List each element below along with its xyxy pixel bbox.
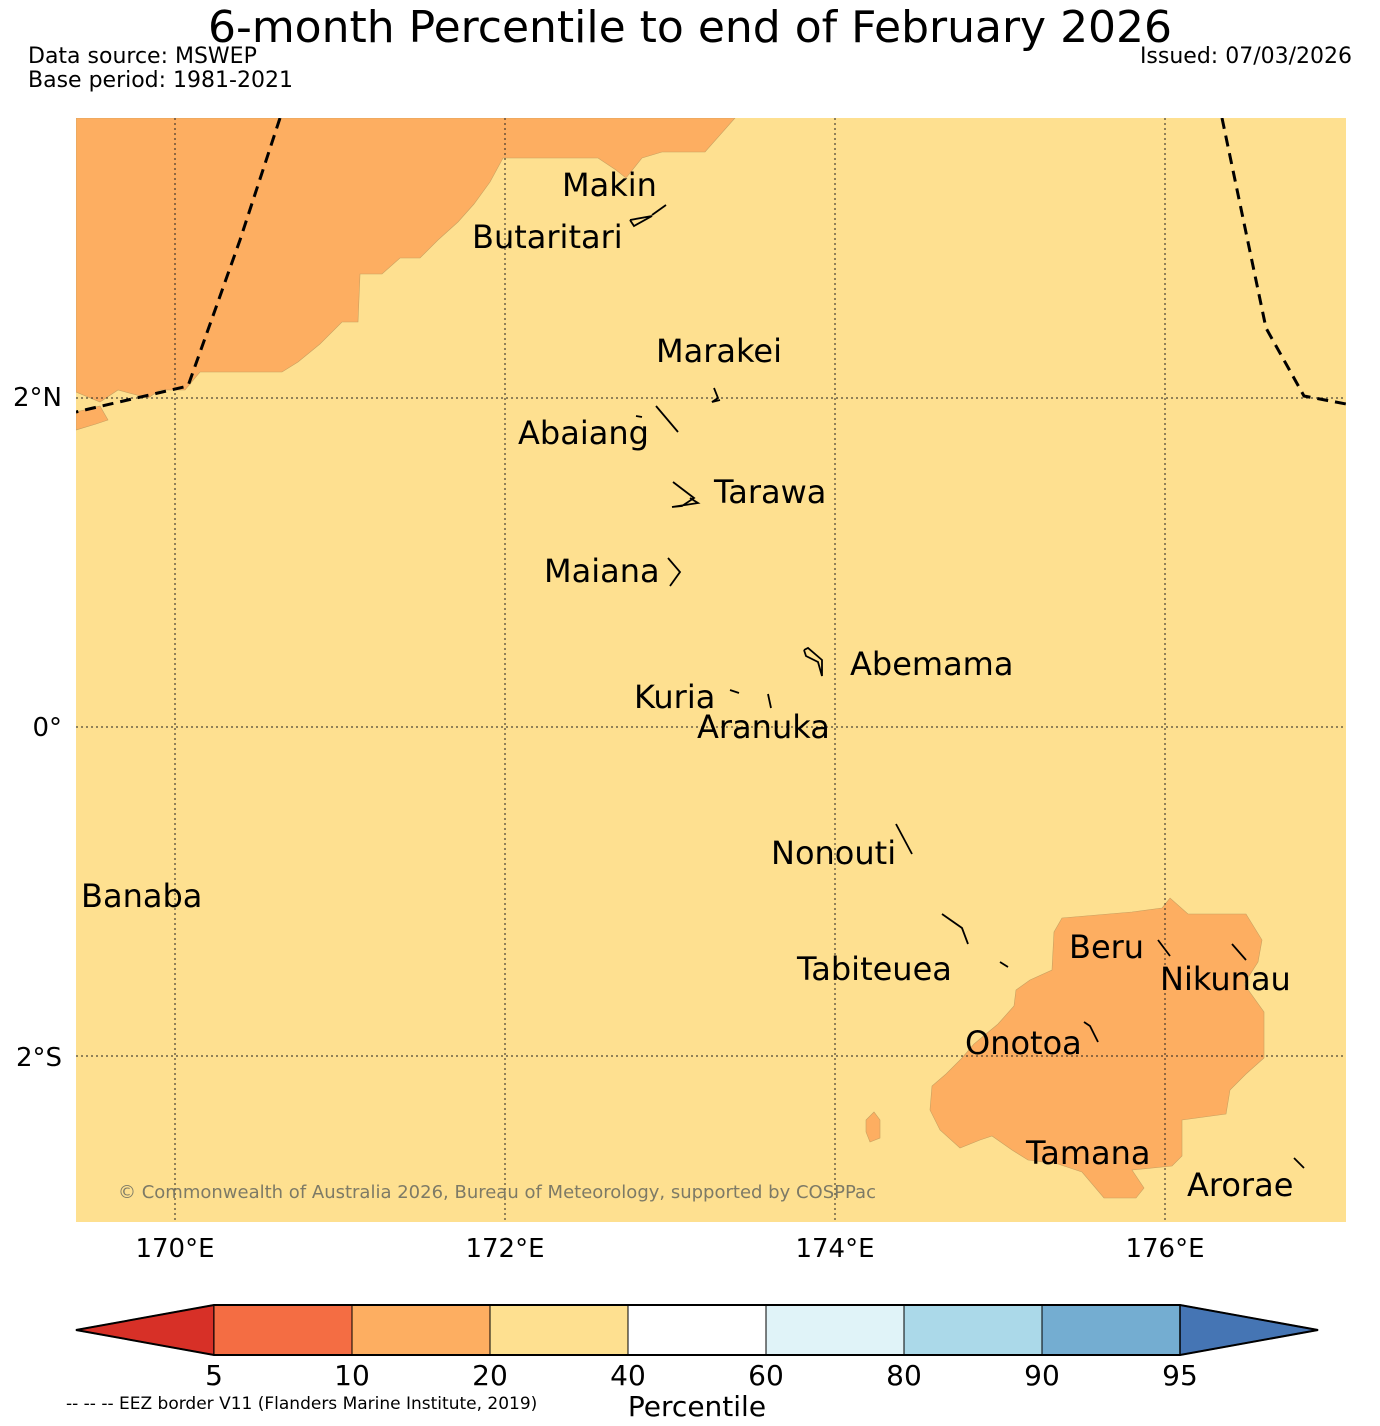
data-source-label: Data source: MSWEP	[28, 44, 257, 69]
colorbar-below-5	[75, 1304, 215, 1356]
colorbar-tick: 5	[205, 1359, 223, 1392]
abaiang-outline	[655, 405, 679, 433]
abemama-outline	[803, 646, 823, 677]
island-outlines	[629, 204, 1305, 1169]
butaritari-outline	[629, 215, 653, 228]
lon-label-172e: 172°E	[465, 1234, 544, 1264]
map-title: 6-month Percentile to end of February 20…	[207, 2, 1173, 53]
arorae-outline	[1293, 1157, 1305, 1169]
beru-outline	[1157, 939, 1171, 957]
graticule	[76, 118, 1346, 1222]
colorbar-40-60	[627, 1304, 767, 1356]
colorbar-60-80	[765, 1304, 905, 1356]
colorbar-10-20	[351, 1304, 491, 1356]
island-label: Makin	[562, 166, 657, 204]
island-label: Abemama	[850, 645, 1013, 683]
percentile-region-10-20-west-edge	[76, 405, 109, 431]
onotoa-outline	[1083, 1021, 1099, 1043]
island-label: Tarawa	[713, 473, 826, 511]
colorbar-tick: 60	[748, 1359, 784, 1392]
percentile-region-10-20-northwest	[76, 118, 736, 403]
makin-outline	[651, 204, 667, 216]
colorbar-tick: 95	[1162, 1359, 1198, 1392]
colorbar-tick: 10	[334, 1359, 370, 1392]
colorbar-20-40	[489, 1304, 629, 1356]
island-label: Aranuka	[697, 708, 830, 746]
island-label: Onotoa	[965, 1024, 1082, 1062]
lon-label-174e: 174°E	[795, 1234, 874, 1264]
island-label: Marakei	[656, 332, 782, 370]
lat-label-0: 0°	[32, 713, 62, 743]
tarawa-outline	[671, 481, 701, 508]
colorbar-80-90	[903, 1304, 1043, 1356]
abaiang-islet	[635, 415, 643, 418]
nikunau-outline	[1231, 943, 1247, 961]
colorbar-5-10	[213, 1304, 353, 1356]
lat-label-2n: 2°N	[13, 383, 62, 413]
tabiteuea-outline	[941, 913, 969, 945]
metadata-left: Data source: MSWEP Base period: 1981-202…	[28, 45, 293, 93]
island-label: Maiana	[544, 552, 660, 590]
nonouti-outline	[895, 823, 913, 855]
percentile-region-10-20-islet	[865, 1111, 881, 1143]
island-label: Banaba	[81, 877, 202, 915]
eez-credit: -- -- -- EEZ border V11 (Flanders Marine…	[66, 1394, 538, 1414]
map-panel: Makin Butaritari Marakei Abaiang Tarawa …	[76, 118, 1346, 1222]
colorbar-tick: 80	[886, 1359, 922, 1392]
colorbar-tick: 90	[1024, 1359, 1060, 1392]
kuria-outline	[729, 689, 740, 694]
colorbar-90-95	[1041, 1304, 1181, 1356]
island-label: Tabiteuea	[796, 950, 952, 988]
colorbar	[75, 1304, 1319, 1356]
metadata-right: Issued: 07/03/2026	[1140, 45, 1352, 69]
aranuka-outline	[767, 693, 772, 709]
island-label: Tamana	[1025, 1134, 1151, 1172]
tabiteuea-south-islet	[999, 961, 1009, 968]
island-label: Nikunau	[1160, 960, 1291, 998]
lon-label-176e: 176°E	[1125, 1234, 1204, 1264]
lon-label-170e: 170°E	[135, 1234, 214, 1264]
lat-label-2s: 2°S	[16, 1043, 62, 1073]
copyright-notice: © Commonwealth of Australia 2026, Bureau…	[118, 1182, 876, 1203]
colorbar-above-95	[1179, 1304, 1319, 1356]
colorbar-tick: 40	[610, 1359, 646, 1392]
island-label: Butaritari	[472, 218, 623, 256]
island-labels: Makin Butaritari Marakei Abaiang Tarawa …	[81, 166, 1293, 1204]
island-label: Nonouti	[771, 834, 896, 872]
island-label: Beru	[1069, 928, 1144, 966]
island-label: Abaiang	[518, 414, 649, 452]
maiana-outline	[667, 557, 682, 587]
island-label: Arorae	[1187, 1166, 1293, 1204]
colorbar-tick: 20	[472, 1359, 508, 1392]
percentile-region-10-20-southeast	[929, 897, 1265, 1199]
base-period-label: Base period: 1981-2021	[28, 68, 293, 93]
marakei-outline	[711, 387, 721, 403]
latitude-labels: 2°N 0° 2°S	[13, 383, 62, 1073]
island-label: Kuria	[634, 678, 715, 716]
colorbar-outline	[75, 1304, 1319, 1356]
eez-border	[76, 118, 1346, 414]
colorbar-label: Percentile	[628, 1390, 766, 1423]
longitude-labels: 170°E 172°E 174°E 176°E	[135, 1234, 1204, 1264]
colorbar-ticks: 5 10 20 40 60 80 90 95	[205, 1359, 1198, 1392]
issued-label: Issued: 07/03/2026	[1139, 44, 1352, 69]
